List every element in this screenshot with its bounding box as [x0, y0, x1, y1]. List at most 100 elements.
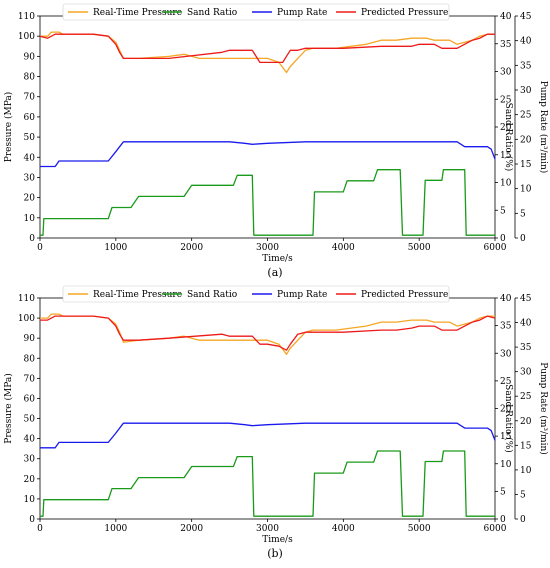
y-left-tick-label: 90 [24, 334, 36, 344]
y-left-tick-label: 60 [24, 394, 36, 404]
y-left-tick-label: 70 [24, 93, 36, 103]
y-right-tick-label: 0 [520, 515, 526, 525]
legend-label: Predicted Pressure [361, 8, 448, 18]
y-right-tick-label: 20 [520, 417, 532, 427]
y-left-tick-label: 110 [18, 12, 35, 22]
y-mid-tick-label: 25 [500, 95, 512, 105]
y-mid-tick-label: 35 [500, 40, 512, 50]
y-right-tick-label: 20 [520, 135, 532, 145]
y-left-tick-label: 60 [24, 113, 36, 123]
y-left-tick-label: 110 [18, 294, 35, 304]
y-mid-tick-label: 20 [500, 405, 512, 415]
y-mid-tick-label: 20 [500, 123, 512, 133]
y-right-tick-label: 15 [520, 160, 532, 170]
series-line-sand-ratio [40, 169, 495, 236]
y-left-tick-label: 100 [18, 32, 35, 42]
y-left-tick-label: 0 [29, 515, 35, 525]
x-tick-label: 3000 [256, 243, 279, 253]
y-right-axis-label: Pump Rate (m³/min) [538, 362, 549, 455]
y-left-tick-label: 80 [24, 73, 36, 83]
y-mid-tick-label: 10 [500, 179, 512, 189]
y-right-tick-label: 25 [520, 111, 532, 121]
y-mid-tick-label: 30 [500, 68, 512, 78]
y-mid-tick-label: 5 [500, 487, 506, 497]
y-right-tick-label: 40 [520, 37, 532, 47]
legend-label: Sand Ratio [187, 8, 237, 18]
legend-label: Real-Time Pressure [93, 8, 182, 18]
y-mid-tick-label: 10 [500, 460, 512, 470]
y-left-tick-label: 50 [24, 415, 36, 425]
x-tick-label: 0 [37, 243, 43, 253]
legend-label: Pump Rate [277, 8, 327, 18]
y-left-tick-label: 40 [24, 153, 36, 163]
y-right-tick-label: 10 [520, 185, 532, 195]
x-tick-label: 2000 [180, 243, 203, 253]
x-tick-label: 4000 [332, 243, 355, 253]
y-right-tick-label: 25 [520, 392, 532, 402]
y-left-tick-label: 10 [24, 495, 36, 505]
y-right-tick-label: 40 [520, 319, 532, 329]
y-right-tick-label: 0 [520, 234, 526, 244]
x-tick-label: 6000 [484, 524, 507, 534]
y-right-axis-label: Pump Rate (m³/min) [538, 81, 549, 174]
y-mid-tick-label: 30 [500, 349, 512, 359]
x-tick-label: 1000 [104, 524, 127, 534]
y-mid-tick-label: 40 [500, 294, 512, 304]
series-line-sand-ratio [40, 450, 495, 517]
y-mid-axis-label: Sand Ratio (%) [503, 384, 514, 453]
series-line-real-time-pressure [40, 31, 495, 74]
x-tick-label: 6000 [484, 243, 507, 253]
y-right-tick-label: 30 [520, 368, 532, 378]
y-left-tick-label: 30 [24, 173, 36, 183]
y-left-axis-label: Pressure (MPa) [3, 92, 14, 162]
y-left-axis-label: Pressure (MPa) [3, 373, 14, 443]
series-line-real-time-pressure [40, 313, 495, 355]
y-right-tick-label: 5 [520, 490, 526, 500]
series-line-pump-rate [40, 422, 496, 449]
x-tick-label: 5000 [408, 524, 431, 534]
legend-label: Pump Rate [277, 290, 327, 300]
y-right-tick-label: 15 [520, 441, 532, 451]
x-axis-label: Time/s [262, 535, 293, 545]
y-right-tick-label: 5 [520, 209, 526, 219]
series-line-predicted-pressure [39, 33, 495, 64]
x-tick-label: 3000 [256, 524, 279, 534]
y-mid-tick-label: 25 [500, 377, 512, 387]
x-tick-label: 5000 [408, 243, 431, 253]
plot-frame [39, 15, 496, 239]
y-mid-tick-label: 0 [500, 515, 506, 525]
y-mid-tick-label: 0 [500, 234, 506, 244]
x-tick-label: 1000 [104, 243, 127, 253]
y-left-tick-label: 80 [24, 354, 36, 364]
series-line-pump-rate [40, 141, 496, 168]
y-right-tick-label: 35 [520, 61, 532, 71]
y-left-tick-label: 0 [29, 234, 35, 244]
y-left-tick-label: 20 [24, 194, 36, 204]
panel-caption: (b) [267, 547, 283, 560]
y-left-tick-label: 90 [24, 52, 36, 62]
y-left-tick-label: 30 [24, 455, 36, 465]
panel-caption: (a) [267, 266, 282, 279]
y-mid-tick-label: 35 [500, 322, 512, 332]
y-mid-tick-label: 15 [500, 432, 512, 442]
chart-panel-a: 0 1000 2000 3000 4000 5000 6000Time/s010203040… [3, 3, 549, 279]
plot-frame [39, 297, 496, 520]
y-right-tick-label: 30 [520, 86, 532, 96]
y-right-tick-label: 10 [520, 466, 532, 476]
y-mid-axis-label: Sand Ratio (%) [503, 103, 514, 172]
legend-label: Predicted Pressure [361, 290, 448, 300]
y-mid-tick-label: 5 [500, 206, 506, 216]
y-right-tick-label: 45 [520, 12, 532, 22]
x-tick-label: 2000 [180, 524, 203, 534]
x-axis-label: Time/s [262, 254, 293, 264]
y-left-tick-label: 20 [24, 475, 36, 485]
legend-label: Real-Time Pressure [93, 290, 182, 300]
y-left-tick-label: 100 [18, 314, 35, 324]
legend: Real-Time Pressure Sand Ratio Pump Rate Pre… [62, 3, 450, 21]
y-left-tick-label: 40 [24, 435, 36, 445]
legend-label: Sand Ratio [187, 290, 237, 300]
y-mid-tick-label: 15 [500, 151, 512, 161]
x-tick-label: 4000 [332, 524, 355, 534]
x-tick-label: 0 [37, 524, 43, 534]
